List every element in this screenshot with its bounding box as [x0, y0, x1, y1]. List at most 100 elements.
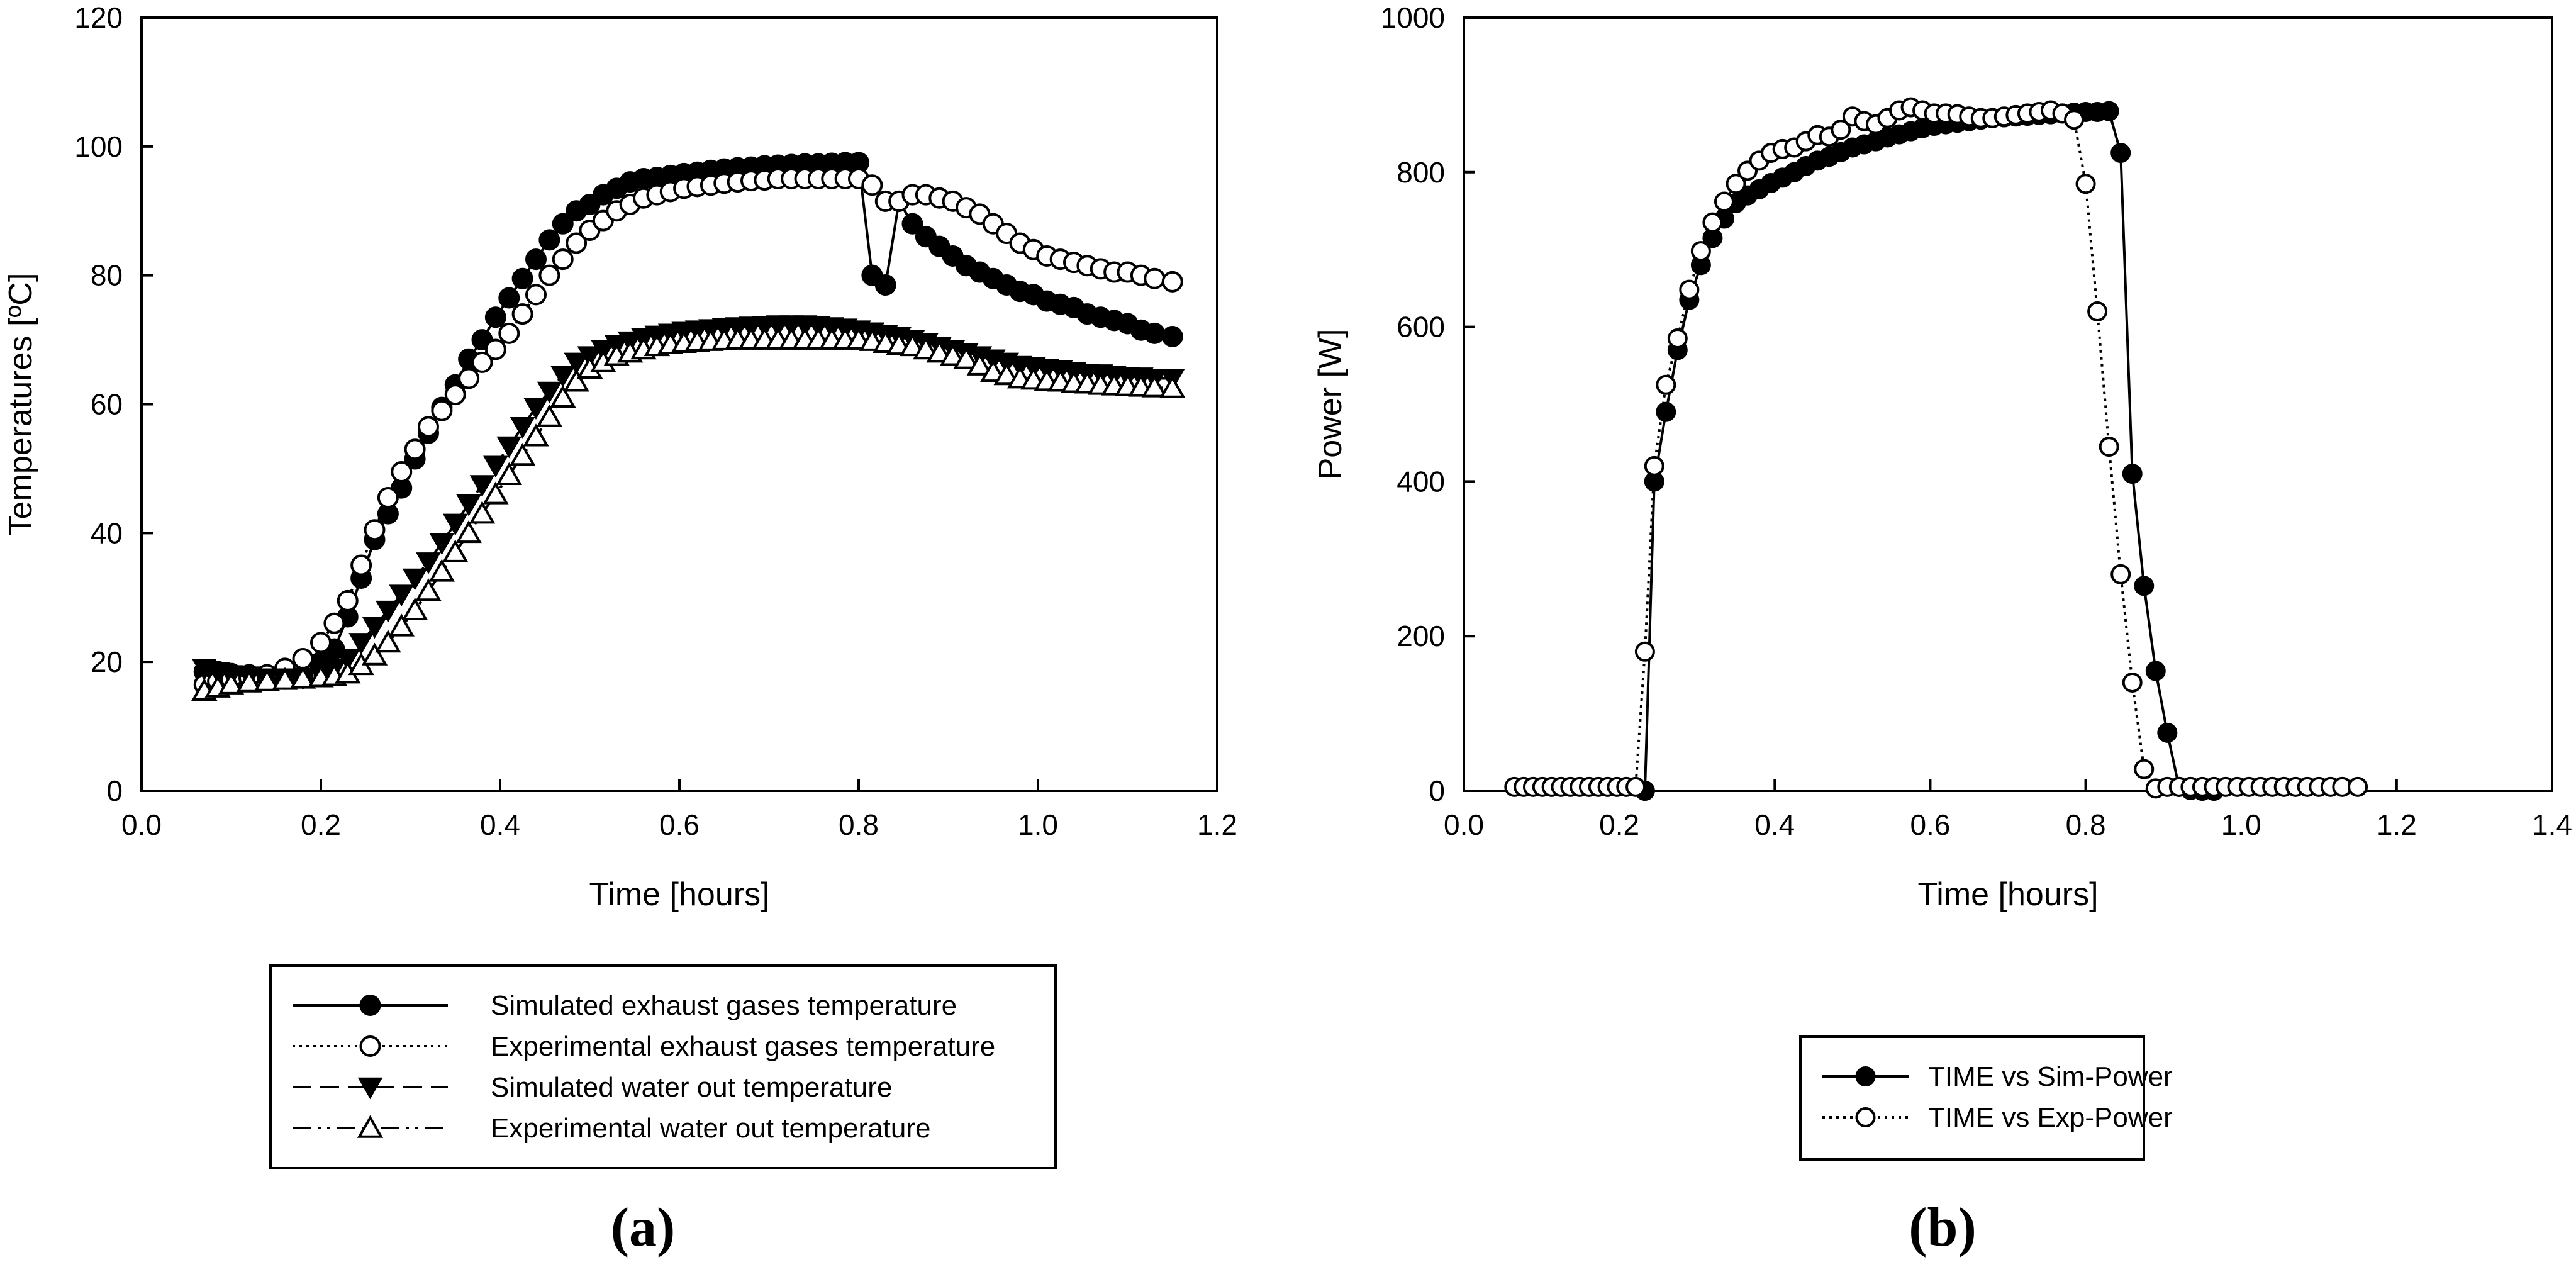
data-point: [442, 513, 468, 536]
series-line: [1514, 106, 2358, 790]
data-point: [550, 384, 576, 408]
y-tick-label: 40: [91, 516, 123, 549]
data-point: [564, 352, 589, 375]
data-point: [874, 274, 896, 296]
data-point: [418, 416, 439, 438]
legend: Simulated exhaust gases temperature Exper…: [269, 964, 1057, 1169]
data-point: [361, 642, 388, 666]
x-tick-label: 0.2: [1599, 808, 1639, 841]
data-point: [364, 519, 386, 541]
x-tick-label: 0.8: [2066, 808, 2106, 841]
data-point: [563, 369, 589, 392]
data-point: [254, 668, 281, 691]
data-point: [913, 337, 939, 360]
legend-entry-label: Simulated water out temperature: [491, 1072, 892, 1103]
data-point: [566, 232, 588, 254]
data-point: [1667, 328, 1688, 349]
data-point: [428, 559, 455, 582]
data-point: [456, 494, 481, 516]
legend: TIME vs Sim-Power TIME vs Exp-Power: [1799, 1035, 2173, 1161]
x-tick-label: 0.0: [1444, 808, 1484, 841]
x-tick-label: 1.0: [1018, 808, 1058, 841]
data-point: [484, 338, 506, 360]
data-point: [1634, 641, 1655, 662]
plot-area-frame: [1463, 16, 2553, 792]
x-tick-label: 0.4: [480, 808, 520, 841]
data-point: [861, 174, 883, 196]
y-tick-label: 20: [91, 645, 123, 678]
data-point: [431, 399, 453, 421]
data-point: [482, 481, 509, 505]
x-tick-label: 0.4: [1754, 808, 1795, 841]
data-point: [391, 461, 413, 483]
x-tick-label: 1.2: [2377, 808, 2417, 841]
data-point: [444, 384, 466, 406]
data-point: [389, 584, 415, 607]
x-axis-label: Time [hours]: [1917, 876, 2098, 913]
data-point: [376, 600, 401, 623]
data-point: [536, 404, 563, 427]
y-axis-label: Temperatures [ºC]: [3, 273, 39, 536]
data-point: [2099, 101, 2119, 121]
legend-entry-label: TIME vs Sim-Power: [1928, 1061, 2173, 1092]
data-point: [550, 366, 576, 388]
x-tick-label: 0.6: [659, 808, 700, 841]
data-point: [496, 462, 522, 485]
data-point: [416, 552, 441, 574]
y-tick-label: 600: [1397, 311, 1445, 343]
data-point: [1141, 374, 1168, 398]
legend-entry-label: Simulated exhaust gases temperature: [491, 990, 957, 1021]
data-point: [404, 438, 426, 460]
data-point: [310, 632, 332, 654]
data-point: [1161, 325, 1183, 347]
data-point: [401, 597, 428, 621]
legend-marker: [1855, 1066, 1876, 1086]
legend-marker: [357, 1115, 384, 1138]
legend-marker: [359, 995, 381, 1016]
data-point: [538, 229, 560, 251]
y-tick-label: 0: [1429, 774, 1445, 807]
data-point: [350, 554, 372, 576]
data-point: [335, 649, 360, 671]
y-tick-label: 200: [1397, 620, 1445, 652]
data-point: [1831, 120, 1851, 140]
data-point: [289, 666, 316, 689]
legend-box: [269, 964, 1057, 1169]
data-point: [402, 568, 428, 591]
data-point: [993, 362, 1020, 386]
series-line: [204, 338, 1173, 693]
data-point: [1726, 174, 1746, 194]
x-tick-label: 0.0: [121, 808, 162, 841]
x-tick-label: 1.4: [2532, 808, 2572, 841]
data-point: [523, 398, 549, 420]
data-point: [2134, 759, 2155, 779]
data-point: [2348, 776, 2368, 797]
series-time-vs-exp-power: [1504, 97, 2368, 799]
data-point: [375, 630, 401, 653]
data-point: [2145, 661, 2166, 681]
y-tick-label: 800: [1397, 156, 1445, 189]
data-point: [1656, 401, 1676, 422]
legend-marker: [359, 1035, 381, 1057]
x-axis-label: Time [hours]: [589, 876, 769, 913]
data-point: [2122, 464, 2143, 484]
data-point: [537, 381, 562, 404]
data-point: [2110, 564, 2131, 584]
y-tick-label: 100: [74, 130, 123, 163]
x-tick-label: 0.6: [1910, 808, 1950, 841]
data-point: [552, 213, 574, 235]
data-point: [2099, 437, 2119, 457]
data-point: [442, 539, 469, 562]
y-axis-label: Power [W]: [1312, 329, 1349, 480]
data-point: [2087, 301, 2108, 322]
data-point: [1656, 374, 1676, 395]
data-point: [509, 443, 536, 466]
data-point: [525, 284, 547, 306]
data-point: [218, 671, 245, 695]
data-point: [1714, 191, 1734, 212]
legend-entry-label: TIME vs Exp-Power: [1928, 1102, 2173, 1133]
data-point: [926, 340, 952, 363]
data-point: [899, 333, 926, 357]
legend-entry-label: Experimental exhaust gases temperature: [491, 1031, 995, 1062]
data-point: [272, 667, 298, 690]
